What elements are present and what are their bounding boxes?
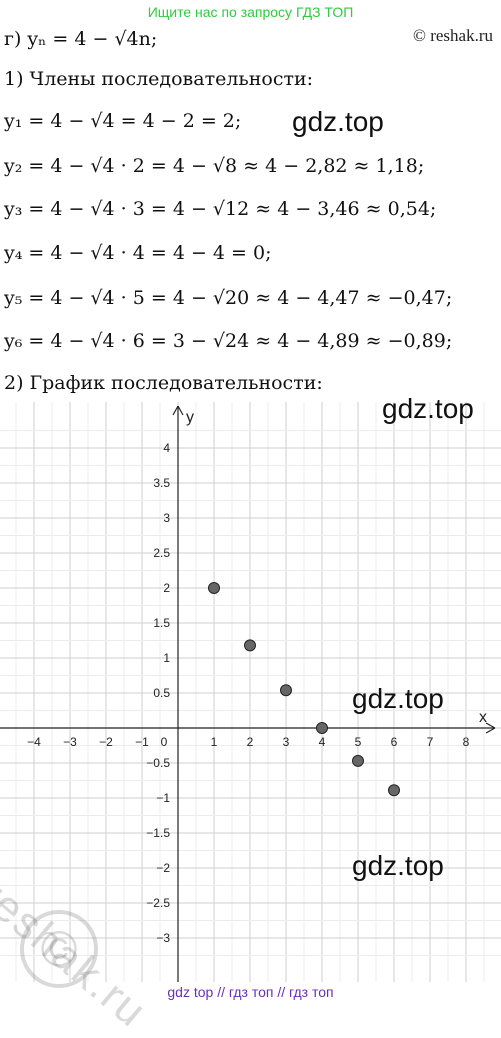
term-1: y₁ = 4 − √4 = 4 − 2 = 2;: [4, 110, 242, 132]
x-tick-label: 1: [211, 735, 218, 749]
x-tick-label: 0: [161, 735, 168, 749]
x-tick-label: 5: [355, 735, 362, 749]
data-point: [388, 784, 400, 797]
gdz-watermark-4: gdz.top: [352, 850, 444, 881]
footer-links: gdz top // гдз топ // гдз топ: [167, 984, 334, 1000]
sequence-graph: x y −4 −3 −2 −1 0 1 2 3 4 5 6 7 8 4 3.5 3 2.5 2 1.5 1 0.5 −0.5 −…: [0, 402, 501, 982]
y-tick-label: 1.5: [153, 616, 170, 630]
y-tick-label: 1: [163, 651, 170, 665]
sequence-formula: г) yₙ = 4 − √4n;: [4, 28, 158, 50]
data-point: [352, 754, 364, 767]
y-tick-label: 2.5: [153, 546, 170, 560]
x-tick-label: 8: [463, 735, 470, 749]
y-tick-label: 2: [163, 581, 170, 595]
x-tick-label: 3: [283, 735, 290, 749]
y-tick-label: 3.5: [153, 476, 170, 490]
data-point: [208, 582, 220, 594]
x-tick-label: 7: [427, 735, 434, 749]
x-tick-label: 2: [247, 735, 254, 749]
y-tick-label: 0.5: [153, 686, 170, 700]
y-axis-arrow: [172, 405, 184, 416]
x-tick-label: −1: [135, 735, 149, 749]
y-tick-label: −2.5: [146, 896, 170, 910]
section-terms-title: 1) Члены последовательности:: [4, 68, 314, 90]
search-banner: Ищите нас по запросу ГДЗ ТОП: [147, 4, 354, 20]
term-4: y₄ = 4 − √4 · 4 = 4 − 4 = 0;: [4, 242, 272, 264]
x-tick-label: 4: [319, 735, 326, 749]
term-2: y₂ = 4 − √4 · 2 = 4 − √8 ≈ 4 − 2,82 ≈ 1,…: [4, 155, 425, 177]
data-point: [316, 722, 328, 734]
y-tick-label: −1: [156, 791, 170, 805]
gdz-watermark-1: gdz.top: [292, 106, 384, 137]
y-axis-label: y: [186, 409, 194, 426]
data-point: [280, 684, 292, 697]
gdz-watermark-3: gdz.top: [352, 683, 444, 714]
x-axis-label: x: [479, 709, 487, 726]
y-tick-label: 3: [163, 511, 170, 525]
term-6: y₆ = 4 − √4 · 6 = 3 − √24 ≈ 4 − 4,89 ≈ −…: [4, 330, 453, 352]
y-tick-label: 4: [163, 441, 170, 455]
copyright-text: © reshak.ru: [413, 26, 493, 45]
x-axis-arrow: [485, 722, 496, 734]
section-graph-title: 2) График последовательности:: [4, 372, 323, 394]
y-tick-label: −1.5: [146, 826, 170, 840]
term-5: y₅ = 4 − √4 · 5 = 4 − √20 ≈ 4 − 4,47 ≈ −…: [4, 287, 453, 309]
x-tick-label: −3: [63, 735, 77, 749]
x-tick-label: 6: [391, 735, 398, 749]
y-tick-label: −2: [156, 861, 170, 875]
data-point: [244, 639, 256, 652]
term-3: y₃ = 4 − √4 · 3 = 4 − √12 ≈ 4 − 3,46 ≈ 0…: [4, 198, 437, 220]
copyright-watermark: ©: [20, 910, 98, 988]
x-tick-label: −2: [99, 735, 113, 749]
y-tick-label: −0.5: [146, 756, 170, 770]
y-tick-label: −3: [156, 931, 170, 945]
x-tick-label: −4: [27, 735, 41, 749]
gdz-watermark-2: gdz.top: [382, 393, 474, 424]
